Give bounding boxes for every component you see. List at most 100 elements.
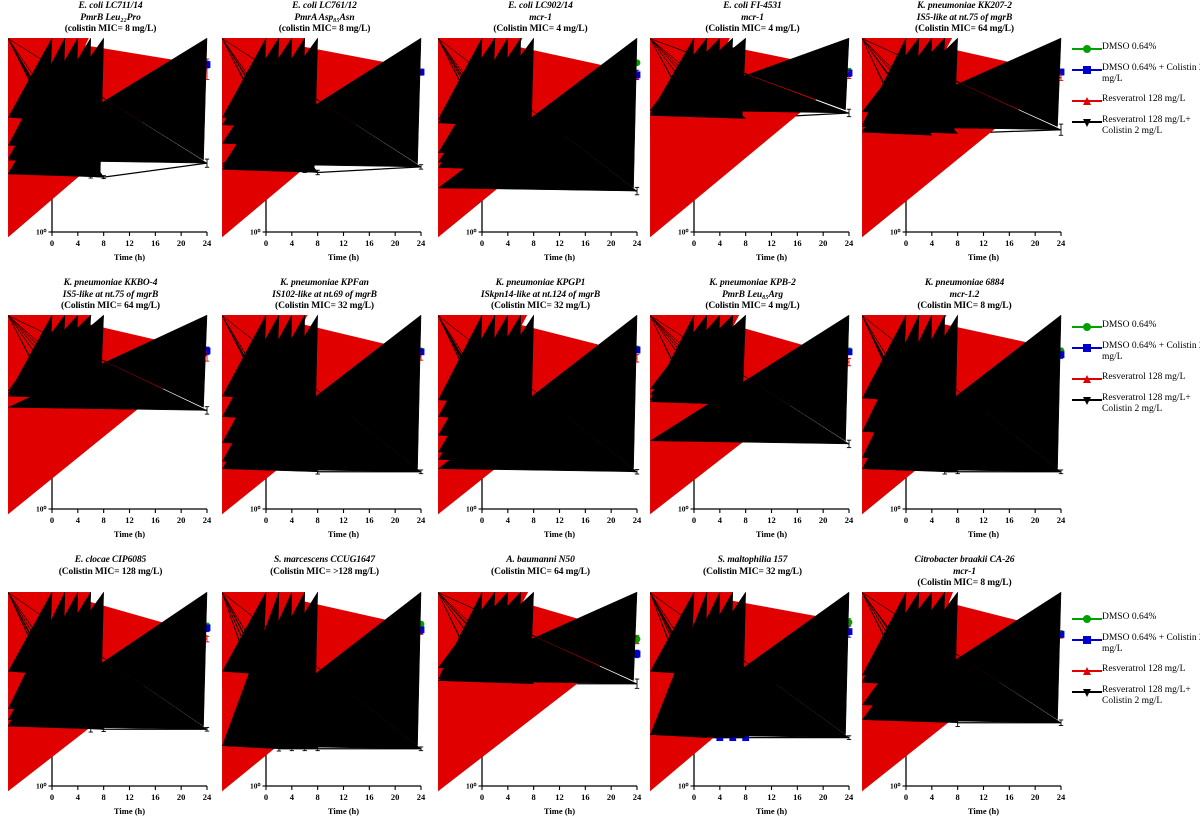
panel-title: S. maltophilia 157 (Colistin MIC= 32 mg/L… [650, 554, 855, 592]
x-axis-tick-label: 8 [744, 515, 748, 525]
x-axis-tick-label: 20 [391, 792, 400, 802]
data-point-marker [650, 315, 747, 406]
x-axis-tick-label: 16 [581, 515, 590, 525]
panel-title: E. coli LC711/14 PmrB Leu₂₂Pro (colistin M… [8, 0, 213, 38]
panel-row: K. pneumoniae KKBO-4 IS5-like at nt.75 of… [0, 277, 1200, 552]
panel-title-line: K. pneumoniae KPFan [280, 278, 369, 288]
panel-title-line: (colistin MIC= 8 mg/L) [278, 24, 371, 34]
plot-canvas: 10⁰10²10⁴10⁶10⁸10¹⁰04812162024Time (h)CF… [438, 315, 642, 539]
panel-title: K. pneumoniae KPGP1 ISkpn14-like at nt.12… [438, 277, 643, 315]
panel-title-line: E. coli LC761/12 [292, 1, 357, 11]
legend-label: Resveratrol 128 mg/L [1102, 372, 1186, 382]
chart-panel: E. clocae CIP6085 (Colistin MIC= 128 mg/L… [8, 554, 213, 825]
legend-marker-triangle-down-icon [1083, 689, 1091, 697]
panel-title-line: K. pneumoniae KK207-2 [917, 1, 1012, 11]
x-axis-tick-label: 12 [979, 515, 988, 525]
chart-panel: K. pneumoniae KPGP1 ISkpn14-like at nt.12… [438, 277, 643, 552]
panel-title-line: PmrB Leu₂₂Pro [80, 12, 141, 23]
legend-label: Resveratrol 128 mg/L+ Colistin 2 mg/L [1102, 393, 1191, 414]
y-axis-tick-label: 10⁰ [678, 228, 690, 237]
x-axis-label: Time (h) [968, 806, 999, 816]
chart-panel: Citrobacter braakii CA-26 mcr-1 (Colistin … [862, 554, 1067, 825]
x-axis-tick-label: 24 [633, 238, 642, 248]
panel-title-line: (Colistin MIC= 4 mg/L) [493, 24, 588, 34]
legend-marker-triangle-up-icon [1083, 97, 1091, 105]
plot-canvas: 10⁰10²10⁴10⁶10⁸10¹⁰04812162024Time (h)CF… [438, 592, 642, 816]
legend-entry: DMSO 0.64% + Colistin 2 mg/L [1072, 63, 1200, 85]
x-axis-tick-label: 20 [1031, 792, 1040, 802]
x-axis-label: Time (h) [544, 806, 575, 816]
legend-entry: DMSO 0.64% [1072, 612, 1200, 624]
x-axis-tick-label: 16 [1005, 238, 1014, 248]
x-axis-tick-label: 4 [506, 792, 511, 802]
chart-panel: K. pneumoniae KK207-2 IS5-like at nt.75 o… [862, 0, 1067, 275]
x-axis-tick-label: 20 [819, 792, 828, 802]
panel-title-line: (Colistin MIC= 8 mg/L) [917, 578, 1012, 588]
panel-title-line: A. baumanni N50 [506, 555, 575, 565]
x-axis-tick-label: 20 [607, 792, 616, 802]
panel-title: Citrobacter braakii CA-26 mcr-1 (Colistin … [862, 554, 1067, 592]
x-axis-tick-label: 4 [718, 792, 723, 802]
legend-key [1072, 342, 1102, 353]
legend-entry: DMSO 0.64% + Colistin 2 mg/L [1072, 633, 1200, 655]
x-axis-tick-label: 0 [50, 792, 54, 802]
legend-label: DMSO 0.64% + Colistin 2 mg/L [1102, 633, 1200, 654]
x-axis-tick-label: 12 [125, 238, 134, 248]
plot-area: 10⁰10²10⁴10⁶10⁸10¹⁰04812162024Time (h)CF… [8, 38, 213, 270]
panel-title-line: (Colistin MIC= 32 mg/L) [275, 301, 374, 311]
x-axis-tick-label: 16 [365, 792, 374, 802]
plot-area: 10⁰10²10⁴10⁶10⁸10¹⁰04812162024Time (h)CF… [438, 592, 643, 824]
chart-panel: E. coli LC902/14 mcr-1 (Colistin MIC= 4 mg… [438, 0, 643, 275]
legend-key [1072, 665, 1102, 676]
x-axis-tick-label: 20 [177, 238, 186, 248]
x-axis-tick-label: 24 [417, 515, 426, 525]
legend-marker-square-icon [1083, 344, 1091, 352]
x-axis-tick-label: 16 [793, 238, 802, 248]
chart-panel: A. baumanni N50 (Colistin MIC= 64 mg/L) 1… [438, 554, 643, 825]
panel-title-line: (Colistin MIC= 32 mg/L) [703, 566, 802, 577]
x-axis-tick-label: 0 [904, 515, 908, 525]
panel-row: E. coli LC711/14 PmrB Leu₂₂Pro (colistin M… [0, 0, 1200, 275]
x-axis-tick-label: 0 [264, 515, 268, 525]
x-axis-tick-label: 20 [607, 515, 616, 525]
x-axis-tick-label: 12 [555, 238, 564, 248]
chart-panel: S. maltophilia 157 (Colistin MIC= 32 mg/L… [650, 554, 855, 825]
plot-area: 10⁰10²10⁴10⁶10⁸10¹⁰04812162024Time (h)CF… [862, 38, 1067, 270]
x-axis-tick-label: 12 [339, 792, 348, 802]
x-axis-tick-label: 4 [718, 238, 723, 248]
panel-title-line: IS5-like at nt.75 of mgrB [62, 289, 159, 300]
x-axis-tick-label: 24 [417, 792, 426, 802]
plot-canvas: 10⁰10²10⁴10⁶10⁸10¹⁰04812162024Time (h)CF… [862, 592, 1066, 816]
x-axis-label: Time (h) [114, 529, 145, 539]
legend-key [1072, 95, 1102, 106]
y-axis-tick-label: 10⁰ [890, 782, 902, 791]
legend-label: DMSO 0.64% + Colistin 2 mg/L [1102, 63, 1200, 84]
legend-label: DMSO 0.64% + Colistin 2 mg/L [1102, 341, 1200, 362]
panel-title-line: (Colistin MIC= 4 mg/L) [705, 24, 800, 34]
x-axis-tick-label: 16 [581, 792, 590, 802]
plot-area: 10⁰10²10⁴10⁶10⁸10¹⁰04812162024Time (h)CF… [862, 592, 1067, 824]
panel-title-line: (Colistin MIC= 64 mg/L) [491, 566, 590, 577]
x-axis-tick-label: 0 [480, 792, 484, 802]
x-axis-tick-label: 4 [76, 792, 81, 802]
panel-title: E. coli FI-4531 mcr-1 (Colistin MIC= 4 mg/… [650, 0, 855, 38]
panel-title-line: IS5-like at nt.75 of mgrB [916, 12, 1013, 23]
chart-panel: K. pneumoniae KPFan IS102-like at nt.69 o… [222, 277, 427, 552]
x-axis-tick-label: 0 [904, 238, 908, 248]
panel-title-line: K. pneumoniae KPB-2 [709, 278, 796, 288]
y-axis-tick-label: 10⁰ [250, 228, 262, 237]
legend-key [1072, 64, 1102, 75]
x-axis-tick-label: 8 [744, 238, 748, 248]
x-axis-tick-label: 16 [365, 515, 374, 525]
panel-title-line: K. pneumoniae KKBO-4 [63, 278, 158, 288]
panel-title-line: E. coli LC711/14 [78, 1, 143, 11]
legend-key [1072, 116, 1102, 127]
y-axis-tick-label: 10⁰ [678, 782, 690, 791]
data-point-marker [438, 38, 638, 192]
data-point-marker [650, 592, 850, 738]
data-point-marker [650, 315, 850, 445]
plot-canvas: 10⁰10²10⁴10⁶10⁸10¹⁰04812162024Time (h)CF… [8, 315, 212, 539]
data-point-marker [650, 38, 850, 114]
panel-title: A. baumanni N50 (Colistin MIC= 64 mg/L) [438, 554, 643, 592]
x-axis-tick-label: 24 [203, 238, 212, 248]
